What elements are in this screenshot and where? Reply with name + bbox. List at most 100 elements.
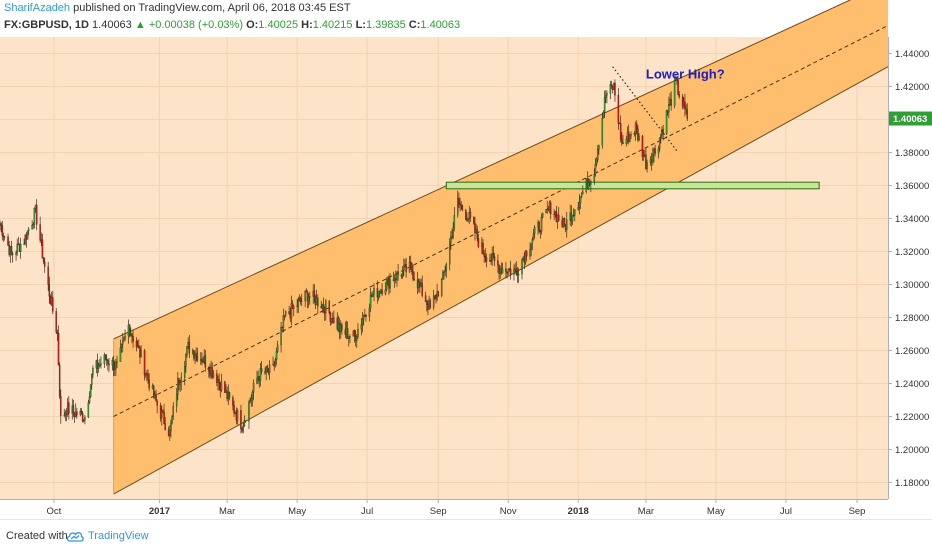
y-tick-label: 1.18000 — [895, 478, 929, 489]
ascending-channel[interactable] — [113, 0, 889, 495]
price-chart[interactable]: Lower High? 1.18000 1.20000 1.22000 1.24000… — [0, 0, 932, 519]
candle-down — [317, 297, 319, 307]
candle-down — [152, 385, 155, 398]
tradingview-cloud-icon — [66, 532, 84, 542]
publish-info: published on TradingView.com, April 06, … — [73, 2, 351, 14]
publish-line: SharifAzadeh published on TradingView.co… — [4, 2, 351, 14]
candle-up — [578, 202, 581, 208]
channel-midline[interactable] — [113, 25, 889, 417]
candle-up — [660, 134, 662, 139]
channel-lower-line[interactable] — [113, 66, 889, 495]
candle-down — [681, 96, 684, 107]
candle-up — [630, 134, 632, 136]
time-axis[interactable]: Oct 2017 Mar May Jul Sep Nov 2018 Mar May Jul Sep — [47, 499, 866, 517]
candle-up — [642, 155, 645, 157]
candle-down — [610, 84, 613, 87]
candle-up — [265, 366, 267, 374]
candle-up — [26, 230, 29, 240]
candle-down — [397, 271, 399, 275]
candle-up — [521, 259, 523, 275]
candle-down — [437, 291, 440, 296]
tradingview-brand-link[interactable]: TradingView — [88, 530, 149, 542]
candle-down — [685, 108, 687, 110]
last-price-label: 1.40063 — [893, 114, 927, 125]
candle-up — [448, 242, 451, 265]
candle-down — [299, 298, 302, 302]
candle-down — [281, 327, 283, 329]
candle-up — [123, 338, 125, 342]
candle-up — [325, 300, 327, 314]
candle-down — [662, 129, 664, 134]
candle-down — [346, 328, 349, 339]
candle-down — [313, 290, 316, 297]
y-tick-label: 1.20000 — [895, 445, 929, 456]
channel-upper-line[interactable] — [113, 0, 888, 340]
candle-down — [208, 367, 210, 372]
x-tick-label: 2018 — [568, 506, 589, 517]
author-link[interactable]: SharifAzadeh — [4, 2, 71, 14]
annotations[interactable]: Lower High? — [612, 66, 725, 152]
candle-down — [670, 99, 672, 106]
candle-up — [373, 287, 375, 295]
candle-down — [483, 253, 485, 257]
candle-down — [55, 311, 57, 333]
candle-up — [122, 340, 124, 345]
candle-down — [234, 412, 236, 414]
candle-down — [143, 350, 146, 376]
candle-down — [306, 292, 309, 302]
candle-up — [256, 378, 258, 384]
dotted-trendline[interactable] — [612, 66, 678, 152]
candle-down — [81, 412, 84, 422]
candle-up — [194, 355, 196, 359]
candle-down — [684, 101, 686, 109]
candle-down — [497, 260, 499, 266]
candle-down — [305, 290, 308, 293]
candle-down — [178, 378, 180, 385]
support-zone-rectangle[interactable] — [445, 181, 820, 190]
candle-down — [473, 217, 475, 224]
candle-down — [108, 363, 110, 366]
candle-up — [179, 382, 181, 385]
candle-up — [27, 228, 30, 231]
candle-up — [594, 163, 597, 175]
candle-up — [116, 361, 118, 363]
candle-up — [593, 174, 596, 182]
candle-up — [657, 148, 660, 154]
candle-up — [517, 273, 520, 276]
candlestick-series — [0, 75, 688, 441]
candle-down — [148, 379, 150, 389]
candle-down — [509, 268, 512, 275]
candle-down — [622, 142, 624, 145]
candle-up — [276, 344, 279, 352]
candle-up — [452, 227, 454, 238]
x-tick-label: May — [707, 506, 725, 517]
price-axis[interactable]: 1.18000 1.20000 1.22000 1.24000 1.26000 1.280… — [888, 49, 932, 489]
candle-up — [602, 112, 605, 119]
candle-up — [161, 410, 163, 419]
candle-up — [97, 365, 100, 369]
x-tick-label: Jul — [780, 506, 792, 517]
candle-down — [112, 359, 115, 371]
x-tick-label: Sep — [430, 506, 447, 517]
candle-up — [443, 271, 445, 273]
candle-up — [282, 315, 285, 328]
candle-up — [605, 95, 607, 98]
candle-down — [204, 355, 207, 368]
y-tick-label: 1.30000 — [895, 280, 929, 291]
candle-up — [19, 243, 22, 252]
candle-down — [654, 148, 656, 154]
candle-down — [156, 401, 158, 406]
candle-up — [349, 336, 351, 338]
candle-up — [450, 236, 452, 244]
annotation-lower-high[interactable]: Lower High? — [646, 66, 725, 81]
candle-up — [532, 233, 535, 240]
candle-down — [492, 253, 495, 257]
candle-up — [248, 401, 250, 422]
candle-down — [162, 410, 164, 413]
candle-down — [459, 203, 461, 206]
candle-up — [113, 368, 116, 371]
candle-up — [259, 368, 262, 381]
candle-down — [413, 278, 415, 280]
candle-up — [580, 193, 583, 197]
